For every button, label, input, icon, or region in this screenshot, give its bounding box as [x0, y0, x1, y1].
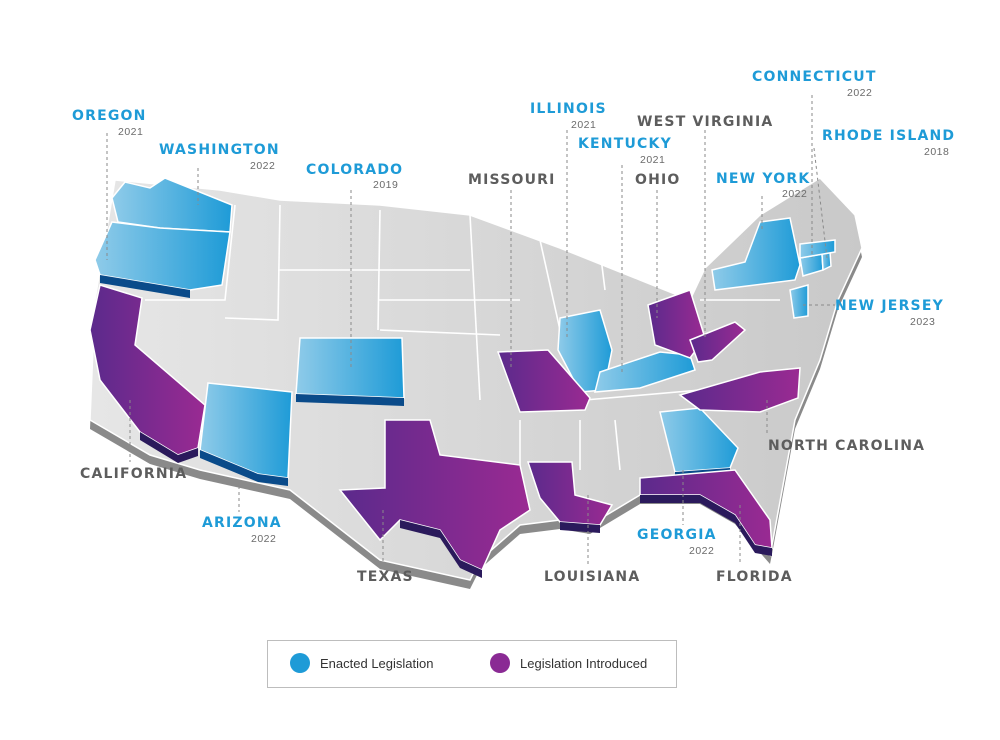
legend-label-introduced: Legislation Introduced	[520, 655, 648, 671]
label-north-carolina: NORTH CAROLINA	[768, 438, 926, 454]
state-new-jersey	[789, 284, 809, 319]
year-illinois: 2021	[571, 119, 597, 131]
state-massachusetts	[799, 239, 836, 259]
label-georgia: GEORGIA	[637, 527, 717, 543]
label-illinois: ILLINOIS	[530, 101, 607, 117]
legend-swatch-enacted	[290, 653, 310, 673]
label-texas: TEXAS	[357, 569, 414, 585]
state-louisiana	[526, 461, 614, 526]
legend-item-introduced: Legislation Introduced	[490, 653, 647, 673]
label-oregon: OREGON	[72, 108, 147, 124]
state-west-virginia	[689, 321, 747, 363]
leader-lines	[106, 95, 835, 565]
year-rhode-island: 2018	[924, 146, 950, 158]
year-new-york: 2022	[782, 188, 808, 200]
state-missouri	[496, 349, 591, 413]
state-north-carolina	[678, 367, 801, 413]
enacted-states	[94, 177, 836, 479]
state-oregon	[94, 221, 231, 291]
state-new-york	[711, 217, 801, 291]
legend: Enacted Legislation Legislation Introduc…	[267, 640, 677, 688]
state-georgia	[659, 407, 739, 473]
label-ohio: OHIO	[635, 172, 681, 188]
label-louisiana: LOUISIANA	[544, 569, 641, 585]
year-georgia: 2022	[689, 545, 715, 557]
year-arizona: 2022	[251, 533, 277, 545]
label-florida: FLORIDA	[716, 569, 793, 585]
year-washington: 2022	[250, 160, 276, 172]
year-oregon: 2021	[118, 126, 144, 138]
label-rhode-island: RHODE ISLAND	[822, 128, 956, 144]
year-connecticut: 2022	[847, 87, 873, 99]
label-new-jersey: NEW JERSEY	[835, 298, 944, 314]
introduced-states	[89, 284, 801, 571]
introduced-extrusion	[140, 432, 772, 578]
label-connecticut: CONNECTICUT	[752, 69, 877, 85]
year-colorado: 2019	[373, 179, 399, 191]
legend-swatch-introduced	[490, 653, 510, 673]
label-washington: WASHINGTON	[159, 142, 280, 158]
label-california: CALIFORNIA	[80, 466, 188, 482]
year-new-jersey: 2023	[910, 316, 936, 328]
year-kentucky: 2021	[640, 154, 666, 166]
state-kentucky	[594, 351, 696, 393]
state-colorado	[295, 337, 405, 399]
label-kentucky: KENTUCKY	[578, 136, 672, 152]
legend-label-enacted: Enacted Legislation	[320, 655, 434, 671]
label-colorado: COLORADO	[306, 162, 404, 178]
state-borders	[145, 204, 780, 471]
label-missouri: MISSOURI	[468, 172, 556, 188]
legend-item-enacted: Enacted Legislation	[290, 653, 433, 673]
label-new-york: NEW YORK	[716, 171, 811, 187]
label-west-virginia: WEST VIRGINIA	[637, 114, 774, 130]
label-arizona: ARIZONA	[202, 515, 282, 531]
